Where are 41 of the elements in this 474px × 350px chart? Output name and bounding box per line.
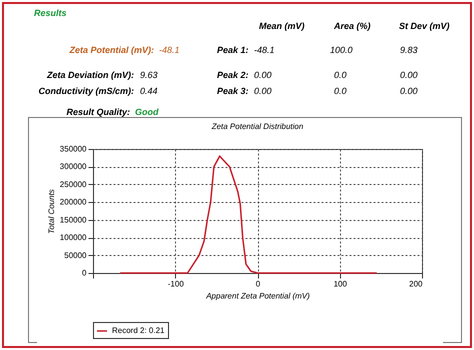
text: 9.83	[400, 45, 418, 55]
text: 0.44	[140, 86, 158, 96]
chart-title: Zeta Potential Distribution	[210, 122, 304, 131]
text: 0.00	[254, 86, 272, 96]
text: Zeta Potential (mV):	[69, 45, 154, 55]
text: St Dev (mV)	[399, 21, 450, 31]
text: Area (%)	[334, 21, 371, 31]
text: Mean (mV)	[259, 21, 305, 31]
y-tick-label: 200000	[60, 198, 88, 207]
y-tick-label: 350000	[60, 144, 88, 154]
x-axis-title: Apparent Zeta Potential (mV)	[205, 292, 310, 300]
text: -48.1	[254, 45, 275, 55]
y-tick-label: 50000	[64, 250, 88, 260]
y-tick-label: 100000	[60, 233, 88, 242]
y-tick-label: 150000	[60, 215, 88, 224]
text: 0.0	[334, 70, 347, 80]
text: Results	[34, 8, 67, 18]
text: Good	[135, 107, 158, 117]
text: 100.0	[330, 45, 353, 55]
y-tick-label: 0	[82, 268, 88, 278]
y-tick-label: 300000	[60, 162, 88, 172]
text: Conductivity (mS/cm):	[38, 86, 134, 96]
text: 0.00	[254, 70, 272, 80]
text: Peak 3:	[217, 86, 249, 96]
text: 0.00	[400, 70, 418, 80]
text: Result Quality:	[66, 107, 130, 117]
x-tick-label: 200	[409, 280, 424, 288]
text: -48.1	[159, 45, 180, 55]
x-tick-label: 100	[334, 280, 348, 288]
text: 0.00	[400, 86, 418, 96]
text: Peak 2:	[217, 70, 249, 80]
x-tick-label: 0	[256, 280, 261, 288]
x-tick-label: -100	[168, 280, 184, 288]
text: 0.0	[334, 86, 347, 96]
text: Zeta Deviation (mV):	[46, 70, 134, 80]
line-series	[119, 155, 378, 274]
y-tick-label: 250000	[60, 180, 88, 189]
legend-label: Record 2: 0.21	[112, 326, 166, 335]
y-axis-title: Total Counts	[46, 189, 56, 234]
text: 9.63	[140, 70, 158, 80]
text: Peak 1:	[217, 45, 249, 55]
